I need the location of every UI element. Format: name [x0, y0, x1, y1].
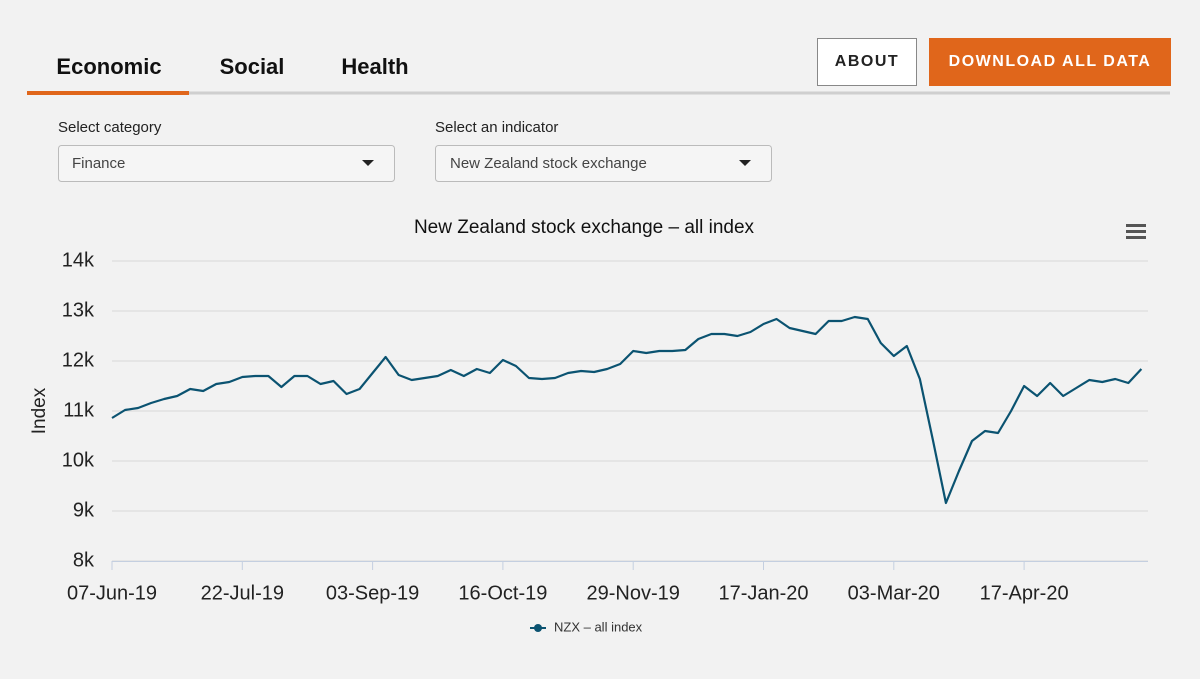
about-button-label[interactable]: ABOUT: [835, 53, 899, 70]
y-axis-title: Index: [29, 387, 50, 434]
download-button-label[interactable]: DOWNLOAD ALL DATA: [949, 53, 1152, 70]
data-line: [111, 315, 1143, 505]
y-tick-label: 12k: [62, 349, 95, 371]
select-value[interactable]: New Zealand stock exchange: [450, 155, 647, 172]
legend-marker: [534, 624, 542, 632]
y-tick-label: 9k: [73, 499, 95, 521]
x-tick-label: 17-Apr-20: [980, 582, 1069, 604]
x-tick-label: 03-Sep-19: [326, 582, 419, 604]
y-tick-label: 8k: [73, 549, 95, 571]
x-tick-label: 22-Jul-19: [201, 582, 284, 604]
download-button[interactable]: [929, 38, 1171, 86]
indicator-select[interactable]: [435, 145, 772, 182]
category-select[interactable]: [58, 145, 395, 182]
y-tick-label: 11k: [63, 399, 95, 421]
tab[interactable]: Health: [341, 54, 408, 79]
menu-bar: [1126, 224, 1146, 227]
y-tick-label: 13k: [62, 299, 95, 321]
tab[interactable]: Economic: [56, 54, 161, 79]
plot: 8k 9k 10k 11k 12k 13k 14k 07-Jun-19 22-Jul-19 03-…: [62, 249, 1148, 634]
select-value[interactable]: Finance: [72, 155, 125, 172]
about-button[interactable]: [817, 38, 917, 86]
menu-icon[interactable]: [1126, 224, 1146, 239]
filter-label: Select an indicator: [435, 119, 558, 136]
y-tick-label: 10k: [62, 449, 95, 471]
tab[interactable]: Social: [220, 54, 285, 79]
x-tick-label: 17-Jan-20: [718, 582, 808, 604]
filter-label: Select category: [58, 119, 162, 136]
x-tick-label: 29-Nov-19: [587, 582, 680, 604]
x-tick-label: 07-Jun-19: [67, 582, 157, 604]
y-tick-label: 14k: [62, 249, 95, 271]
legend-label: NZX – all index: [554, 619, 643, 634]
dropdown-arrow: [362, 160, 374, 166]
x-tick-label: 16-Oct-19: [458, 582, 547, 604]
menu-bar: [1126, 236, 1146, 239]
x-tick-label: 03-Mar-20: [848, 582, 940, 604]
menu-bar: [1126, 230, 1146, 233]
dropdown-arrow: [739, 160, 751, 166]
chart-title: New Zealand stock exchange – all index: [414, 217, 755, 238]
